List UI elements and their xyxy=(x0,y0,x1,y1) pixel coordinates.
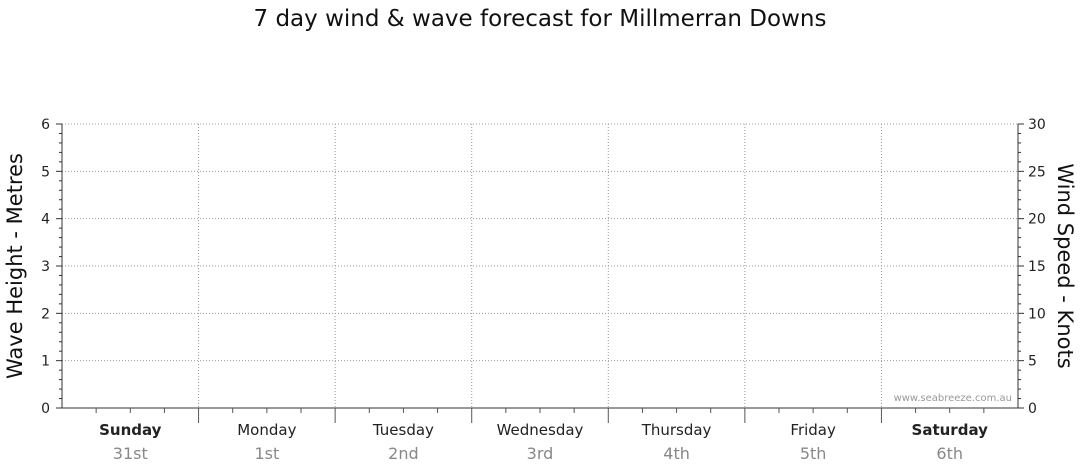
day-date-label: 1st xyxy=(254,444,279,463)
grid xyxy=(62,123,1018,408)
day-date-label: 2nd xyxy=(388,444,418,463)
day-name-label: Wednesday xyxy=(497,421,584,439)
y-right-tick-label: 0 xyxy=(1028,401,1037,417)
day-date-label: 4th xyxy=(663,444,690,463)
watermark: www.seabreeze.com.au xyxy=(894,393,1012,404)
day-name-label: Monday xyxy=(237,421,296,439)
day-date-label: 5th xyxy=(800,444,827,463)
day-date-label: 6th xyxy=(936,444,963,463)
y-right-tick-label: 25 xyxy=(1028,164,1046,180)
y-right-tick-label: 20 xyxy=(1028,212,1046,228)
y-left-tick-label: 4 xyxy=(41,212,50,228)
day-name-label: Friday xyxy=(790,421,836,439)
day-name-label: Thursday xyxy=(641,421,712,439)
y-left-tick-label: 0 xyxy=(41,401,50,417)
y-left-tick-label: 3 xyxy=(41,259,50,275)
y-right-tick-label: 30 xyxy=(1028,117,1046,133)
y-left-tick-label: 2 xyxy=(41,306,50,322)
day-date-label: 31st xyxy=(113,444,148,463)
day-name-label: Saturday xyxy=(912,421,989,439)
day-name-label: Sunday xyxy=(99,421,162,439)
y-axis-right-title: Wind Speed - Knots xyxy=(1053,163,1077,368)
chart-title: 7 day wind & wave forecast for Millmerra… xyxy=(253,6,827,32)
y-axis-left-title: Wave Height - Metres xyxy=(3,153,27,379)
day-name-label: Tuesday xyxy=(372,421,434,439)
axis-labels: 0 1 2 3 4 5 6 0 5 10 15 20 25 30 Sunday 31st Monday 1st Tu… xyxy=(41,117,1046,463)
y-left-tick-label: 6 xyxy=(41,117,50,133)
axes xyxy=(56,123,1024,423)
y-right-tick-label: 10 xyxy=(1028,306,1046,322)
y-left-tick-label: 1 xyxy=(41,354,50,370)
y-left-tick-label: 5 xyxy=(41,164,50,180)
day-date-label: 3rd xyxy=(527,444,554,463)
y-right-tick-label: 5 xyxy=(1028,354,1037,370)
y-right-tick-label: 15 xyxy=(1028,259,1046,275)
